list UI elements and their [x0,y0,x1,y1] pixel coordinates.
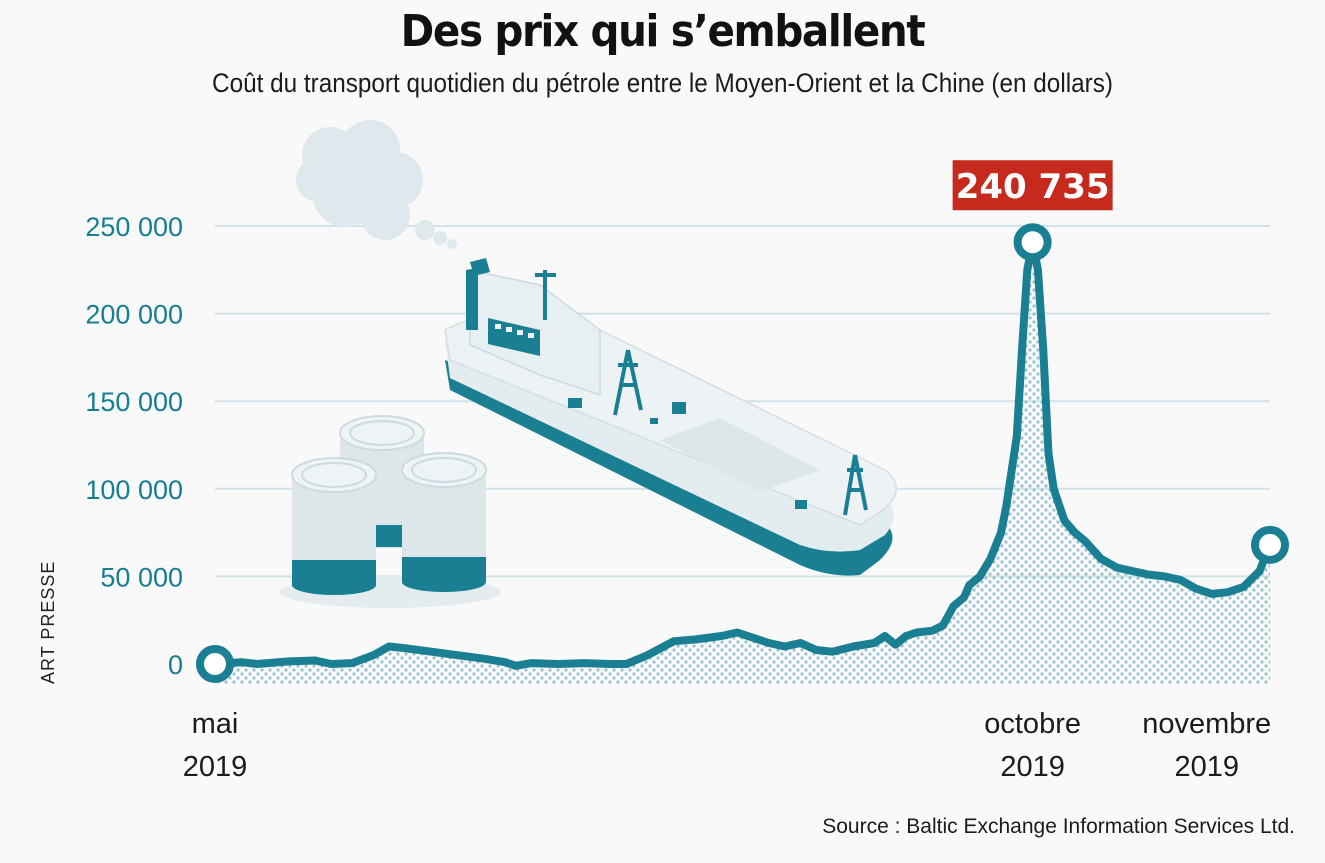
peak-value-label: 240 735 [956,167,1110,207]
tanker-ship-icon [444,258,897,576]
series-line [211,238,1274,670]
oil-barrels-icon [280,415,500,608]
credit-label: ART PRESSE [38,560,58,684]
chart-subtitle: Coût du transport quotidien du pétrole e… [212,68,1113,98]
illustration [280,120,897,608]
start-marker [196,645,234,683]
peak-marker [1013,223,1052,262]
x-tick-label: 2019 [1174,751,1239,783]
x-tick-label: mai [192,708,239,740]
smoke-cloud-icon [296,120,457,249]
x-tick-label: 2019 [1000,751,1065,783]
y-tick-label: 0 [168,650,183,680]
end-marker [1251,525,1289,564]
y-tick-label: 250 000 [85,212,183,242]
peak-callout-box [952,160,1113,211]
y-tick-label: 150 000 [85,387,183,417]
x-tick-label: 2019 [183,751,248,783]
y-axis-ticks: 0 50 000 100 000 150 000 200 000 250 000 [85,212,183,680]
x-axis-ticks: mai 2019 octobre 2019 novembre 2019 [183,708,1271,783]
y-tick-label: 200 000 [85,300,183,330]
area-fill [215,242,1270,684]
chart-title: Des prix qui s’emballent [400,6,926,57]
peak-callout: 240 735 [952,160,1113,211]
x-tick-label: novembre [1142,708,1271,740]
y-tick-label: 50 000 [100,562,183,592]
y-tick-label: 100 000 [85,475,183,505]
source-note: Source : Baltic Exchange Information Ser… [822,815,1295,838]
x-tick-label: octobre [984,708,1081,740]
